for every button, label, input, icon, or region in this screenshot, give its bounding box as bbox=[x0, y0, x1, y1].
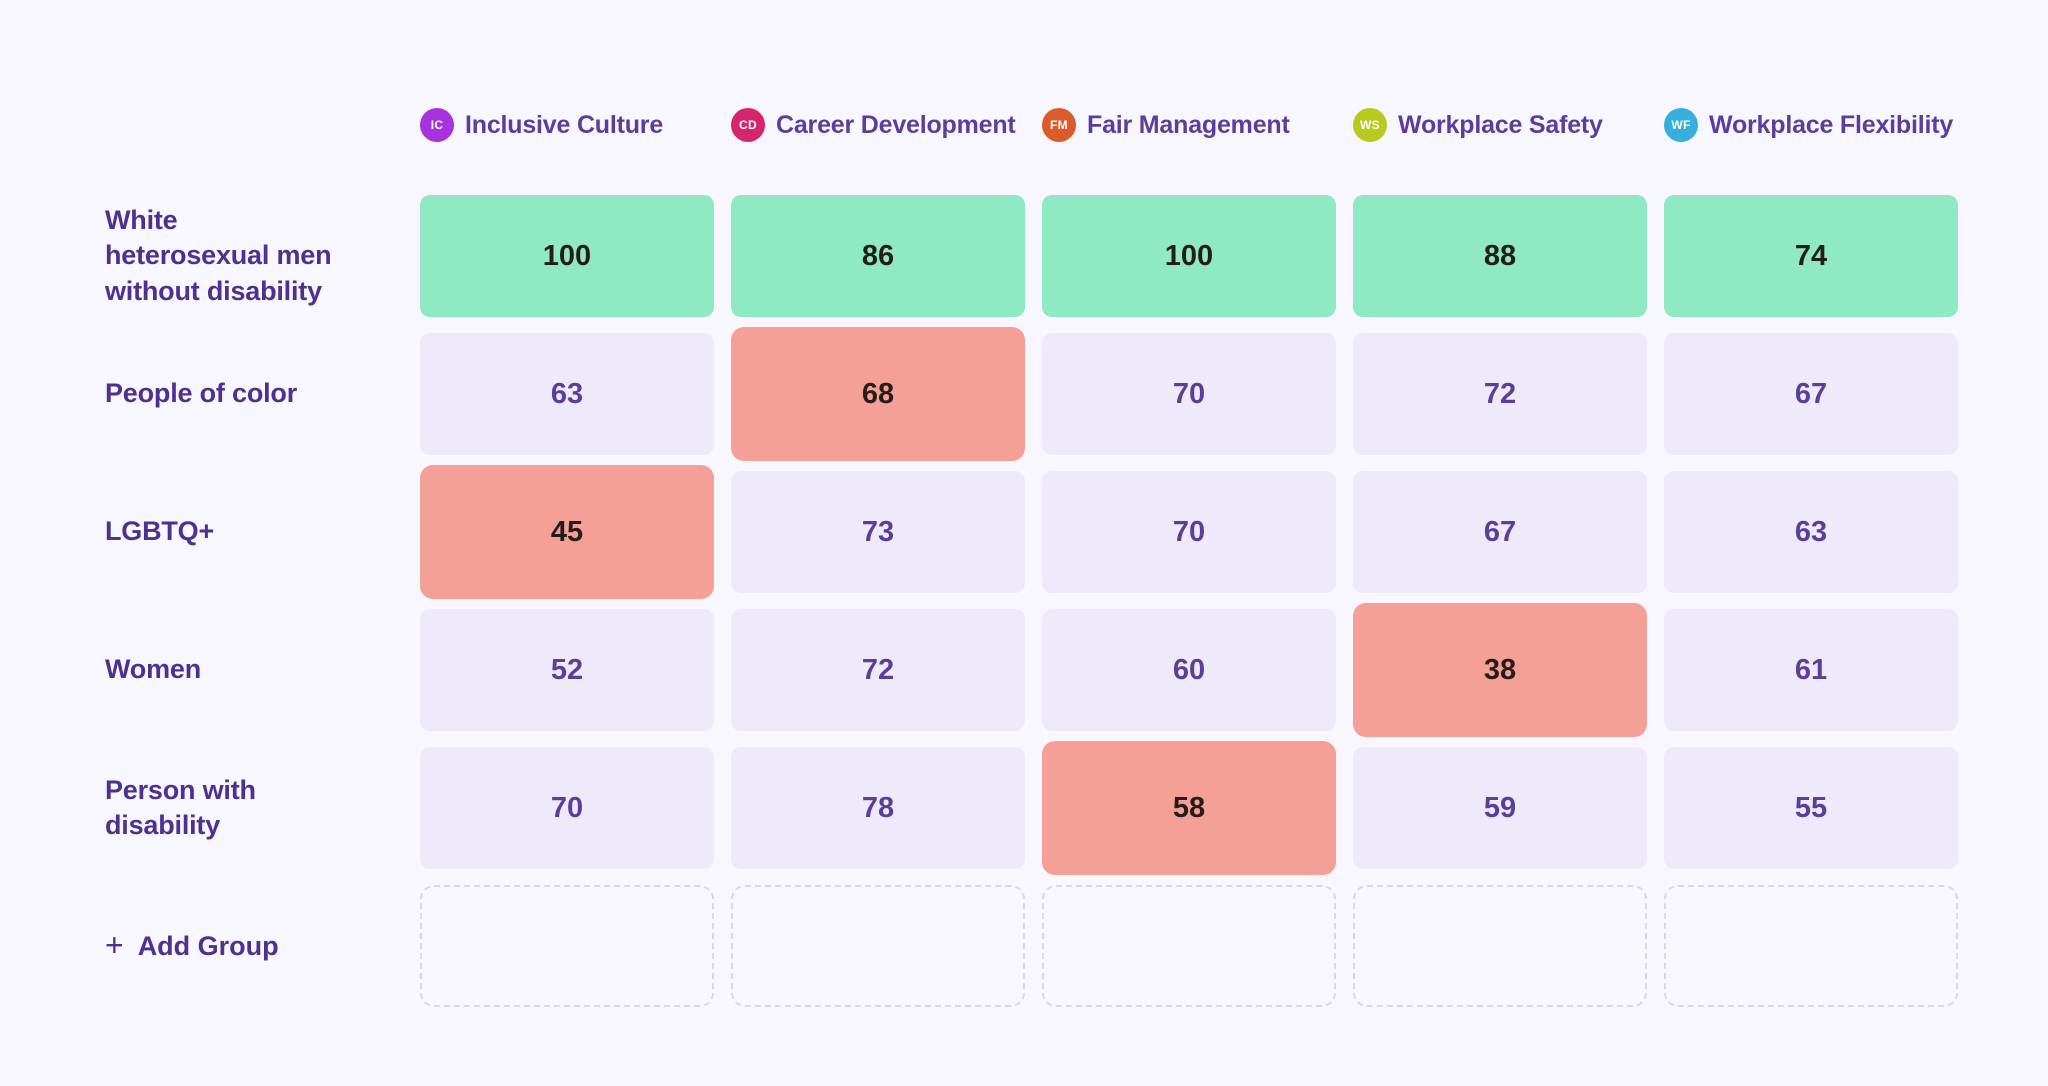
score-value: 38 bbox=[1483, 653, 1517, 686]
column-header-cd[interactable]: CD Career Development bbox=[731, 85, 1025, 179]
score-value: 58 bbox=[1172, 791, 1206, 824]
score-value: 59 bbox=[1483, 791, 1517, 824]
category-badge-icon: IC bbox=[420, 108, 454, 142]
score-value: 55 bbox=[1794, 791, 1828, 824]
score-cell[interactable]: 86 bbox=[731, 195, 1025, 317]
score-value: 73 bbox=[861, 515, 895, 548]
score-cell[interactable]: 78 bbox=[731, 747, 1025, 869]
empty-group-placeholder[interactable] bbox=[1353, 885, 1647, 1007]
row-label: Women bbox=[105, 609, 403, 731]
empty-group-placeholder[interactable] bbox=[1042, 885, 1336, 1007]
row-label: Person with disability bbox=[105, 747, 403, 869]
score-cell[interactable]: 68 bbox=[731, 327, 1025, 461]
empty-group-placeholder[interactable] bbox=[1664, 885, 1958, 1007]
score-value: 88 bbox=[1483, 239, 1517, 272]
score-cell[interactable]: 67 bbox=[1664, 333, 1958, 455]
score-cell[interactable]: 59 bbox=[1353, 747, 1647, 869]
add-group-button[interactable]: + Add Group bbox=[105, 885, 403, 1007]
score-cell[interactable]: 73 bbox=[731, 471, 1025, 593]
row-label: LGBTQ+ bbox=[105, 471, 403, 593]
row-label-text: LGBTQ+ bbox=[105, 516, 215, 547]
score-value: 86 bbox=[861, 239, 895, 272]
score-value: 70 bbox=[1172, 377, 1206, 410]
category-badge-icon: WF bbox=[1664, 108, 1698, 142]
category-badge-icon: WS bbox=[1353, 108, 1387, 142]
row-label-text: People of color bbox=[105, 378, 298, 409]
score-value: 78 bbox=[861, 791, 895, 824]
score-value: 74 bbox=[1794, 239, 1828, 272]
score-cell[interactable]: 61 bbox=[1664, 609, 1958, 731]
row-label-text: White heterosexual men without disabilit… bbox=[105, 205, 332, 306]
category-badge-icon: CD bbox=[731, 108, 765, 142]
score-value: 70 bbox=[1172, 515, 1206, 548]
column-header-ws[interactable]: WS Workplace Safety bbox=[1353, 85, 1647, 179]
score-cell[interactable]: 52 bbox=[420, 609, 714, 731]
score-value: 63 bbox=[1794, 515, 1828, 548]
score-cell[interactable]: 63 bbox=[420, 333, 714, 455]
score-cell[interactable]: 72 bbox=[731, 609, 1025, 731]
score-value: 61 bbox=[1794, 653, 1828, 686]
column-header-wf[interactable]: WF Workplace Flexibility bbox=[1664, 85, 1958, 179]
column-header-label: Workplace Safety bbox=[1398, 110, 1603, 139]
add-group-label: Add Group bbox=[137, 930, 279, 961]
score-value: 52 bbox=[550, 653, 584, 686]
score-cell[interactable]: 55 bbox=[1664, 747, 1958, 869]
score-cell[interactable]: 70 bbox=[1042, 471, 1336, 593]
row-label-text: Person with disability bbox=[105, 774, 256, 840]
row-label: White heterosexual men without disabilit… bbox=[105, 195, 403, 317]
score-cell[interactable]: 74 bbox=[1664, 195, 1958, 317]
plus-icon: + bbox=[105, 927, 124, 963]
score-cell[interactable]: 100 bbox=[420, 195, 714, 317]
column-header-fm[interactable]: FM Fair Management bbox=[1042, 85, 1336, 179]
column-header-label: Career Development bbox=[776, 110, 1016, 139]
score-value: 72 bbox=[1483, 377, 1517, 410]
column-header-label: Fair Management bbox=[1087, 110, 1290, 139]
score-cell[interactable]: 63 bbox=[1664, 471, 1958, 593]
score-value: 67 bbox=[1483, 515, 1517, 548]
score-cell[interactable]: 70 bbox=[1042, 333, 1336, 455]
score-cell[interactable]: 70 bbox=[420, 747, 714, 869]
score-value: 67 bbox=[1794, 377, 1828, 410]
score-value: 60 bbox=[1172, 653, 1206, 686]
score-cell[interactable]: 88 bbox=[1353, 195, 1647, 317]
category-badge-icon: FM bbox=[1042, 108, 1076, 142]
row-label: People of color bbox=[105, 333, 403, 455]
empty-group-placeholder[interactable] bbox=[420, 885, 714, 1007]
score-value: 72 bbox=[861, 653, 895, 686]
score-value: 70 bbox=[550, 791, 584, 824]
score-value: 100 bbox=[542, 239, 592, 272]
score-value: 100 bbox=[1164, 239, 1214, 272]
score-cell[interactable]: 67 bbox=[1353, 471, 1647, 593]
score-cell[interactable]: 72 bbox=[1353, 333, 1647, 455]
column-header-label: Workplace Flexibility bbox=[1709, 110, 1954, 139]
score-value: 68 bbox=[861, 377, 895, 410]
score-cell[interactable]: 38 bbox=[1353, 603, 1647, 737]
score-value: 63 bbox=[550, 377, 584, 410]
row-label-text: Women bbox=[105, 654, 202, 685]
empty-group-placeholder[interactable] bbox=[731, 885, 1025, 1007]
equity-score-matrix: IC Inclusive Culture CD Career Developme… bbox=[105, 85, 1958, 1007]
column-header-ic[interactable]: IC Inclusive Culture bbox=[420, 85, 714, 179]
matrix-corner-spacer bbox=[105, 85, 403, 179]
score-cell[interactable]: 100 bbox=[1042, 195, 1336, 317]
score-cell[interactable]: 45 bbox=[420, 465, 714, 599]
score-cell[interactable]: 60 bbox=[1042, 609, 1336, 731]
column-header-label: Inclusive Culture bbox=[465, 110, 664, 139]
score-cell[interactable]: 58 bbox=[1042, 741, 1336, 875]
score-value: 45 bbox=[550, 515, 584, 548]
